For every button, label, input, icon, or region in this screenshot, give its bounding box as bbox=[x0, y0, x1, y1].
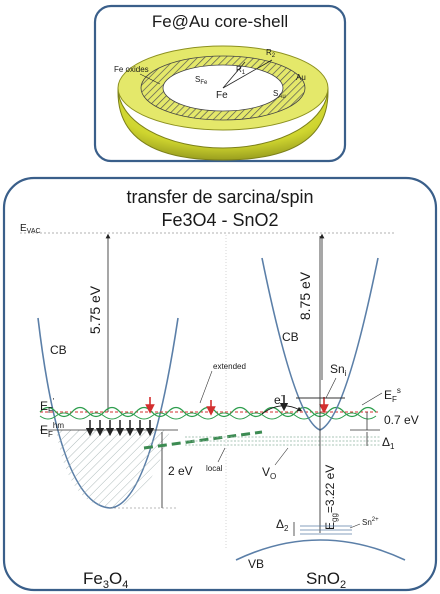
delta2-label: Δ2 bbox=[276, 517, 289, 533]
r2-label: R2 bbox=[266, 48, 276, 59]
vb-curve bbox=[235, 539, 406, 561]
efs-label: EFs bbox=[384, 386, 401, 404]
extended-pointer bbox=[199, 370, 213, 404]
fe-label: Fe bbox=[216, 90, 228, 101]
sn2-states bbox=[300, 525, 352, 535]
main-panel: transfer de sarcina/spin Fe3O4 - SnO2 EV… bbox=[2, 176, 438, 592]
local-states bbox=[185, 436, 380, 446]
local-pointer bbox=[217, 447, 226, 463]
spin-down-arrows bbox=[85, 420, 155, 437]
sau-label: SAu bbox=[273, 89, 286, 100]
delta1-label: Δ1 bbox=[382, 435, 395, 451]
top-panel-title: Fe@Au core-shell bbox=[152, 12, 288, 31]
extended-label: extended bbox=[213, 362, 246, 371]
fe-oxides-label: Fe oxides bbox=[114, 65, 149, 74]
vo-label: VO bbox=[262, 465, 276, 481]
main-title-line1: transfer de sarcina/spin bbox=[126, 187, 313, 207]
shell-body bbox=[117, 87, 329, 161]
sn2-pointer bbox=[349, 523, 361, 529]
sni-label: Sni bbox=[330, 362, 347, 378]
local-label: local bbox=[206, 464, 223, 473]
ef-prime-label: EF' bbox=[40, 397, 55, 415]
material-label-left: Fe3O4 bbox=[83, 569, 128, 591]
gap07-label: 0.7 eV bbox=[384, 413, 419, 427]
transfer-path bbox=[143, 430, 263, 450]
vo-pointer bbox=[274, 447, 289, 466]
electron-label: e- bbox=[274, 391, 284, 407]
au-label: Au bbox=[296, 73, 306, 82]
efs-pointer bbox=[361, 392, 383, 406]
gap-label-right: 8.75 eV bbox=[297, 271, 313, 320]
top-panel: Fe@Au core-shell Fe oxides SFe Fe R1 R2 … bbox=[93, 4, 347, 163]
cb-label-left: CB bbox=[50, 343, 67, 357]
fe3o4-band-curve bbox=[37, 317, 179, 509]
gap2-label: 2 eV bbox=[168, 464, 193, 478]
gap-label-left: 5.75 eV bbox=[87, 285, 103, 334]
sni-pointer bbox=[325, 377, 337, 399]
r1-line bbox=[222, 61, 246, 89]
ef-hm-label: EFhm bbox=[40, 421, 64, 439]
material-label-right: SnO2 bbox=[306, 569, 346, 591]
evac-label: EVAC bbox=[20, 223, 41, 235]
sn2-label: Sn2+ bbox=[362, 517, 379, 527]
r1-label: R1 bbox=[236, 65, 246, 76]
main-panel-border bbox=[2, 176, 438, 592]
r2-line bbox=[222, 59, 273, 89]
main-title-line2: Fe3O4 - SnO2 bbox=[161, 210, 278, 230]
fe3o4-filled-states bbox=[56, 430, 170, 508]
cb-label-right: CB bbox=[282, 330, 299, 344]
sfe-label: SFe bbox=[195, 75, 208, 86]
fe-oxides-pointer bbox=[139, 73, 161, 85]
core-shell-hemisphere bbox=[117, 45, 329, 161]
vb-label: VB bbox=[248, 557, 264, 571]
